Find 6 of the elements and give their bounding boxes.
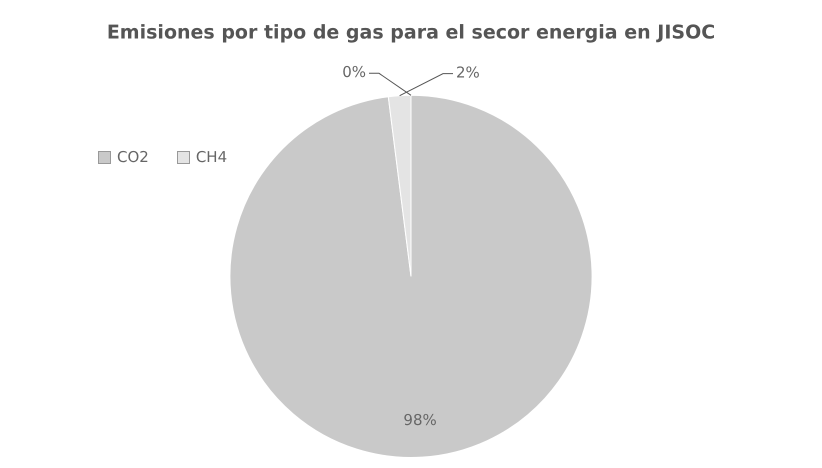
legend-label: CO2 — [117, 148, 149, 166]
data-label: 98% — [403, 410, 437, 429]
text: 0% — [342, 63, 366, 82]
data-label: 2% — [456, 64, 480, 82]
legend-label: CH4 — [196, 148, 228, 166]
chart-title: Emisiones por tipo de gas para el secor energia en JISOC — [106, 21, 716, 44]
